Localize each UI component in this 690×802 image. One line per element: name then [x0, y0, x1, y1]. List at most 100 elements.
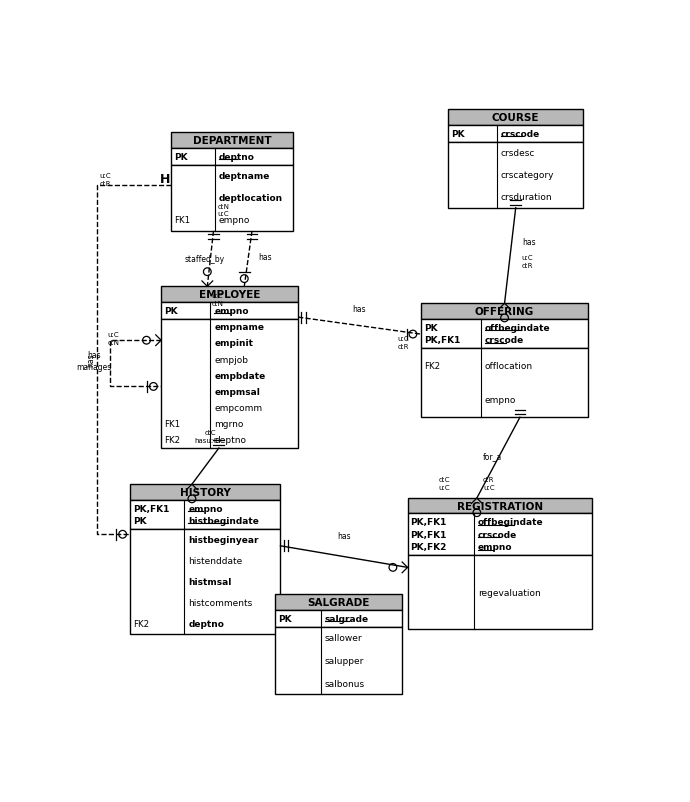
Bar: [408, 555, 592, 630]
Text: histcomments: histcomments: [188, 598, 253, 607]
Text: has: has: [88, 350, 101, 360]
Text: has: has: [353, 305, 366, 314]
Text: regevaluation: regevaluation: [478, 588, 541, 597]
Text: PK,FK1: PK,FK1: [424, 335, 460, 345]
Text: u:C: u:C: [107, 332, 119, 338]
Text: has: has: [258, 253, 272, 261]
Text: d:N: d:N: [107, 339, 119, 346]
Bar: [161, 302, 298, 319]
Text: offbegindate: offbegindate: [485, 323, 551, 332]
Text: salgrade: salgrade: [325, 614, 368, 623]
Text: deptlocation: deptlocation: [219, 194, 283, 203]
Text: d:C: d:C: [438, 476, 450, 483]
Text: empjob: empjob: [215, 355, 248, 364]
Text: COURSE: COURSE: [492, 113, 540, 123]
Text: sallower: sallower: [325, 634, 362, 642]
Text: crsduration: crsduration: [501, 193, 552, 202]
Text: empinit: empinit: [215, 339, 253, 348]
Bar: [161, 287, 298, 302]
Text: empbdate: empbdate: [215, 371, 266, 380]
Text: PK,FK2: PK,FK2: [411, 542, 447, 552]
Text: empno: empno: [478, 542, 513, 552]
Bar: [275, 627, 402, 695]
Text: crscode: crscode: [478, 530, 517, 539]
Text: FK1: FK1: [174, 216, 190, 225]
Text: for_a: for_a: [483, 451, 502, 460]
Bar: [421, 304, 589, 319]
Text: has: has: [522, 237, 535, 247]
Text: REGISTRATION: REGISTRATION: [457, 501, 543, 511]
Text: empcomm: empcomm: [215, 403, 262, 412]
Bar: [130, 500, 280, 529]
Text: hasu:C: hasu:C: [195, 437, 218, 444]
Bar: [421, 349, 589, 418]
Text: has: has: [86, 353, 95, 367]
Text: empname: empname: [215, 323, 264, 332]
Text: OFFERING: OFFERING: [475, 306, 534, 317]
Text: DEPARTMENT: DEPARTMENT: [193, 136, 271, 146]
Text: PK: PK: [174, 152, 188, 161]
Text: PK: PK: [451, 129, 465, 139]
Bar: [161, 319, 298, 448]
Text: offlocation: offlocation: [485, 361, 533, 371]
Text: salupper: salupper: [325, 656, 364, 665]
Text: mgrno: mgrno: [215, 419, 244, 429]
Text: HISTORY: HISTORY: [180, 488, 231, 497]
Text: deptno: deptno: [219, 152, 255, 161]
Text: offbegindate: offbegindate: [478, 518, 544, 527]
Text: d:N: d:N: [211, 301, 223, 306]
Text: has: has: [337, 532, 351, 541]
Bar: [408, 499, 592, 514]
Bar: [171, 133, 293, 148]
Text: d:N: d:N: [217, 204, 229, 209]
Text: manages: manages: [77, 363, 112, 372]
Text: salbonus: salbonus: [325, 678, 365, 688]
Text: PK,FK1: PK,FK1: [411, 530, 447, 539]
Text: empno: empno: [219, 216, 250, 225]
Text: crscode: crscode: [485, 335, 524, 345]
Text: EMPLOYEE: EMPLOYEE: [199, 290, 260, 300]
Text: PK: PK: [278, 614, 292, 623]
Text: PK: PK: [133, 516, 147, 525]
Text: histbeginyear: histbeginyear: [188, 535, 259, 545]
Text: FK2: FK2: [133, 619, 150, 629]
Bar: [275, 594, 402, 610]
Text: u:C: u:C: [483, 484, 495, 490]
Text: histbegindate: histbegindate: [188, 516, 259, 525]
Bar: [448, 125, 583, 143]
Text: staffed_by: staffed_by: [184, 255, 224, 264]
Bar: [130, 484, 280, 500]
Text: empno: empno: [215, 306, 249, 315]
Bar: [448, 143, 583, 209]
Text: crscategory: crscategory: [501, 171, 554, 180]
Bar: [421, 319, 589, 349]
Text: d:R: d:R: [99, 180, 111, 186]
Bar: [408, 514, 592, 555]
Text: crscode: crscode: [501, 129, 540, 139]
Text: empno: empno: [188, 504, 223, 513]
Text: d:R: d:R: [397, 343, 409, 350]
Text: deptname: deptname: [219, 172, 270, 181]
Text: u:C: u:C: [99, 172, 111, 179]
Text: u:C: u:C: [397, 336, 409, 342]
Bar: [171, 165, 293, 232]
Text: d:R: d:R: [483, 476, 495, 483]
Text: SALGRADE: SALGRADE: [308, 597, 370, 607]
Bar: [275, 610, 402, 627]
Text: PK: PK: [164, 306, 178, 315]
Text: u:C: u:C: [438, 484, 450, 490]
Text: H: H: [160, 172, 170, 185]
Text: d:C: d:C: [205, 430, 217, 435]
Text: u:C: u:C: [217, 211, 229, 217]
Text: deptno: deptno: [215, 436, 246, 445]
Bar: [448, 110, 583, 125]
Text: FK1: FK1: [164, 419, 180, 429]
Text: u:C: u:C: [522, 255, 533, 261]
Text: histenddate: histenddate: [188, 557, 242, 565]
Text: deptno: deptno: [188, 619, 224, 629]
Text: FK2: FK2: [164, 436, 180, 445]
Text: u:C: u:C: [211, 293, 223, 298]
Text: PK: PK: [424, 323, 437, 332]
Bar: [130, 529, 280, 634]
Text: FK2: FK2: [424, 361, 440, 371]
